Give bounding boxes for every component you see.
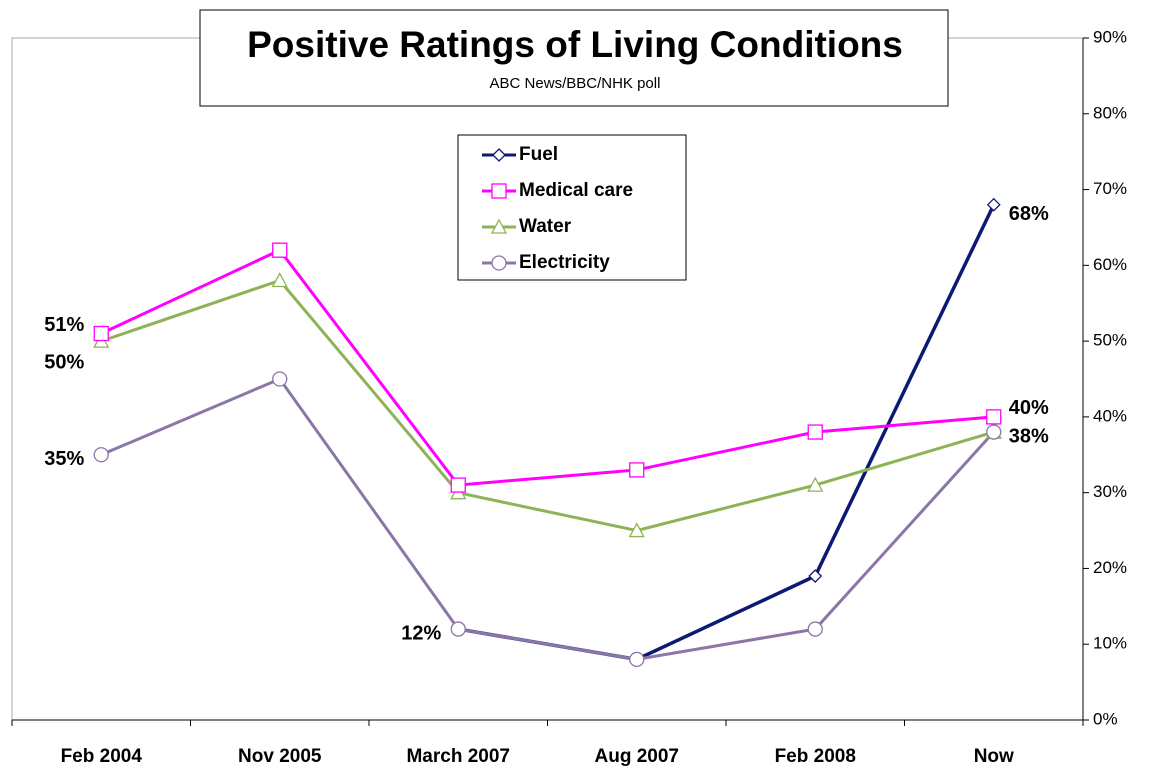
- marker: [490, 218, 508, 234]
- marker: [628, 522, 645, 538]
- legend-label: Water: [519, 216, 572, 237]
- marker: [808, 569, 823, 583]
- marker: [807, 476, 824, 492]
- title-box: [199, 9, 949, 107]
- data-label: 50%: [44, 351, 84, 373]
- y-tick-label: 0%: [1093, 709, 1118, 728]
- chart-title: Positive Ratings of Living Conditions: [247, 24, 903, 65]
- legend: Fuel Medical care Water Electricity: [482, 144, 633, 273]
- marker: [491, 255, 507, 271]
- marker: [450, 477, 466, 493]
- marker: [450, 621, 466, 637]
- marker: [272, 371, 288, 387]
- y-tick-label: 10%: [1093, 634, 1127, 653]
- series-line: [100, 248, 994, 487]
- marker: [93, 447, 109, 463]
- y-tick-label: 60%: [1093, 255, 1127, 274]
- chart-subtitle: ABC News/BBC/NHK poll: [490, 75, 661, 92]
- series-line: [100, 377, 995, 661]
- marker: [93, 325, 109, 342]
- data-label: 12%: [401, 622, 441, 644]
- marker: [986, 424, 1002, 440]
- y-tick-label: 20%: [1093, 558, 1127, 577]
- x-tick-label: Feb 2008: [775, 746, 856, 767]
- y-tick-label: 30%: [1093, 482, 1127, 501]
- y-tick-label: 90%: [1093, 27, 1127, 46]
- legend-label: Electricity: [519, 252, 610, 273]
- data-label: 35%: [44, 448, 84, 470]
- y-tick-label: 40%: [1093, 406, 1127, 425]
- y-tick-label: 50%: [1093, 331, 1127, 350]
- marker: [629, 462, 645, 478]
- legend-label: Medical care: [519, 180, 633, 201]
- marker: [491, 183, 507, 199]
- marker: [272, 242, 288, 258]
- x-tick-label: March 2007: [406, 746, 510, 767]
- data-label: 38%: [1009, 425, 1049, 447]
- marker: [986, 197, 1001, 212]
- marker: [492, 148, 506, 162]
- x-tick-label: Aug 2007: [595, 746, 679, 767]
- marker: [986, 409, 1002, 425]
- y-tick-label: 70%: [1093, 179, 1127, 198]
- legend-label: Fuel: [519, 144, 558, 165]
- x-tick-label: Now: [974, 746, 1014, 767]
- y-tick-label: 80%: [1093, 103, 1127, 122]
- marker: [807, 621, 823, 637]
- x-tick-label: Nov 2005: [238, 746, 322, 767]
- legend-box: [457, 134, 687, 281]
- marker: [629, 651, 645, 668]
- marks: 68% 51% 40% 50% 38% 35% 12%: [44, 197, 1049, 668]
- data-label: 40%: [1009, 397, 1049, 419]
- marker: [807, 424, 823, 440]
- x-tick-label: Feb 2004: [61, 746, 143, 767]
- marker: [271, 272, 288, 288]
- series-line: [100, 278, 995, 533]
- data-label: 68%: [1009, 203, 1049, 225]
- data-label: 51%: [44, 314, 84, 336]
